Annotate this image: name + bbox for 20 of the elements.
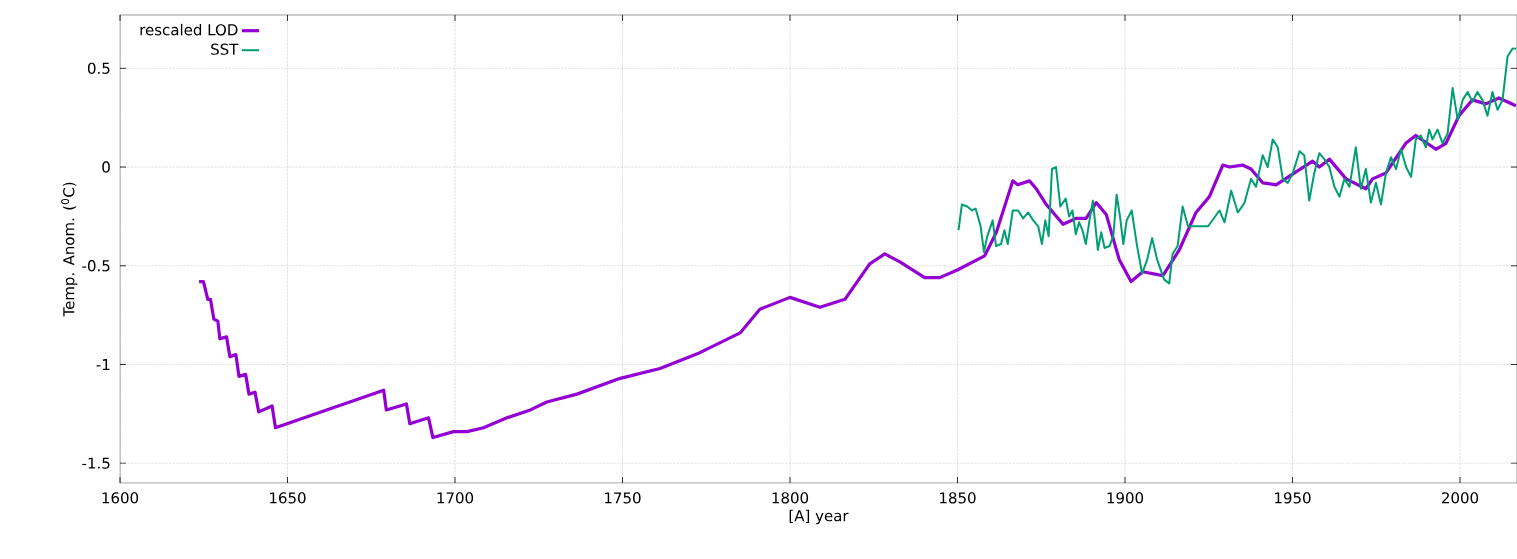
y-axis-title: Temp. Anom. ($^{0}$C): [61, 182, 78, 317]
y-tick-label: 0.5: [87, 62, 110, 74]
y-tick-label: -0.5: [82, 260, 110, 272]
x-tick-label: 1800: [772, 492, 809, 504]
x-tick-label: 1950: [1275, 492, 1311, 504]
x-tick-label: 1900: [1107, 492, 1144, 504]
legend-label: SST: [211, 43, 239, 55]
x-tick-label: 2000: [1442, 492, 1479, 504]
x-tick-label: 1850: [940, 492, 976, 504]
x-tick-label: 1700: [437, 492, 474, 504]
x-axis-title: [A] year: [789, 509, 849, 525]
line-series: [197, 96, 1517, 440]
line-series: [957, 47, 1517, 285]
y-tick-label: 0: [102, 161, 110, 173]
y-tick-label: -1.5: [82, 457, 110, 469]
x-tick-label: 1600: [102, 492, 139, 504]
y-tick-label: -1: [96, 359, 110, 370]
x-tick-label: 1650: [270, 492, 306, 504]
legend-label: rescaled LOD: [140, 23, 238, 36]
x-tick-label: 1750: [605, 492, 641, 504]
